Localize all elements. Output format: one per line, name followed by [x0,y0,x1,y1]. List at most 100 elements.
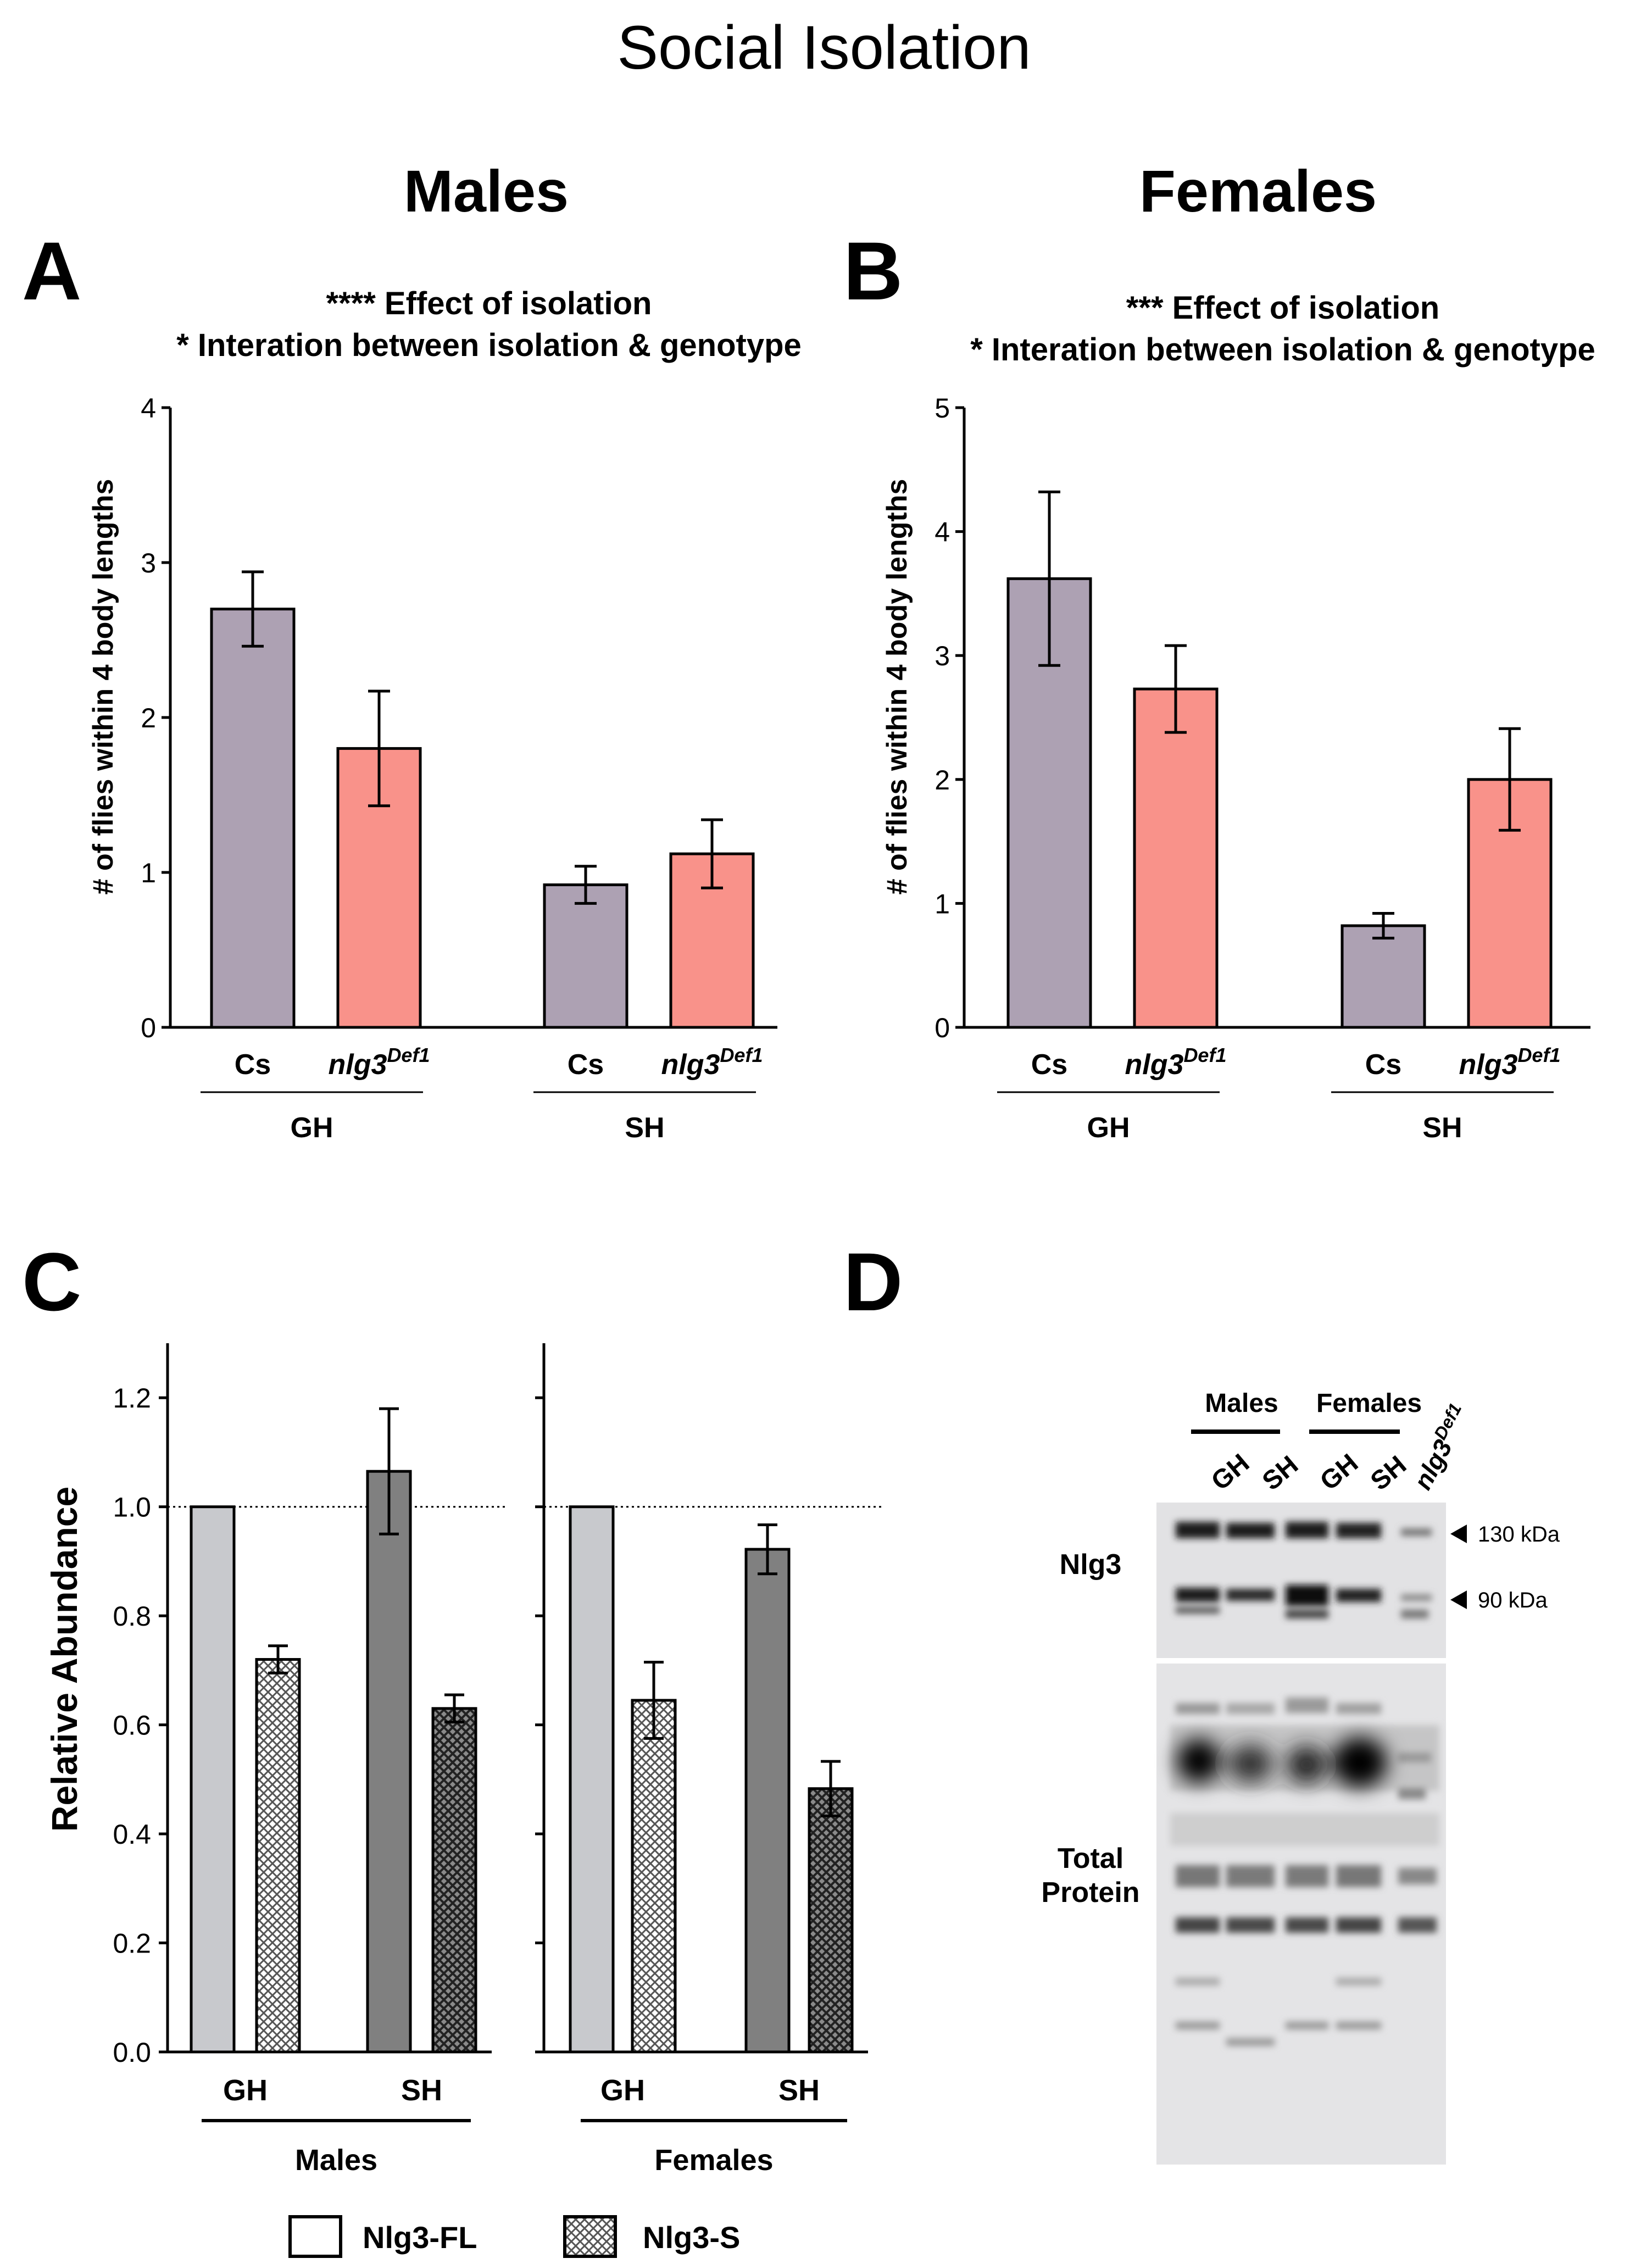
y-tick-label: 0.6 [113,1710,151,1741]
blot-lane-label-3: GH [1315,1449,1364,1497]
blot-row-label-total: Total [1058,1843,1123,1874]
x-tick-label-sup: Def1 [1183,1044,1226,1066]
y-tick-label: 0.4 [113,1819,151,1850]
bar-sh-nlg3 [669,852,755,1029]
bar-females-sh-nlg3-fl [744,1548,791,2054]
blot-row-label-nlg3: Nlg3 [1060,1549,1122,1581]
bar-gh-cs [210,608,296,1029]
bar-males-sh-nlg3-s [431,1707,477,2054]
x-tick-label: Cs [568,1049,604,1081]
x-tick-label-base: nlg3 [329,1049,387,1081]
x-tick-label: GH [600,2074,645,2107]
y-tick-label: 5 [935,393,950,424]
marker-arrow-90 [1450,1590,1467,1609]
x-tick-label-sup: Def1 [720,1044,763,1066]
x-tick-label: nlg3Def1 [661,1044,763,1081]
y-tick-label: 3 [141,548,156,578]
legend-label-nlg3-fl: Nlg3-FL [363,2220,477,2255]
blot-group-label-females: Females [1316,1389,1422,1418]
blot-group-label-males: Males [1205,1389,1278,1418]
panel-c: C Relative Abundance 0.0 0.2 0.4 0.6 0.8 1.0 1… [22,1236,882,2258]
x-tick-label: nlg3Def1 [329,1044,430,1081]
bar-gh-nlg3 [1133,687,1219,1029]
panel-b-annotation-1: *** Effect of isolation [1126,290,1439,326]
blot-lane-label-1: GH [1206,1449,1255,1497]
blot-lane-label-4: SH [1365,1450,1412,1496]
y-tick-label: 0 [141,1013,156,1043]
marker-arrow-130 [1450,1525,1467,1543]
chart-c-legend: Nlg3-FL Nlg3-S [288,2215,740,2258]
group-label: GH [291,1112,333,1144]
total-protein-blot-image [1156,1664,1446,2165]
bar-males-sh-nlg3-fl [366,1470,412,2054]
y-tick-label: 0.2 [113,1928,151,1959]
x-tick-label: SH [778,2074,820,2107]
x-tick-label: Cs [1365,1049,1401,1081]
y-tick-label: 4 [935,517,950,548]
x-tick-label: nlg3Def1 [1459,1044,1561,1081]
x-tick-label-base: Cs [1031,1049,1067,1081]
bar-males-gh-nlg3-fl [190,1505,236,2054]
x-tick-label-sup: Def1 [1517,1044,1560,1066]
y-tick-label: 4 [141,393,156,424]
nlg3-blot-image [1156,1503,1446,1658]
x-tick-label-base: Cs [568,1049,604,1081]
panel-letter-d: D [843,1236,903,1328]
group-label: GH [1087,1112,1130,1144]
y-tick-label: 0.0 [113,2037,151,2068]
figure-title: Social Isolation [617,13,1031,82]
blot-mutant-label-sup: Def1 [1430,1400,1465,1443]
bar-sh-nlg3 [1467,778,1553,1029]
blot-mutant-label-base: nlg3 [1408,1434,1458,1494]
x-tick-label-sup: Def1 [387,1044,430,1066]
x-tick-label: nlg3Def1 [1125,1044,1227,1081]
legend-swatch-nlg3-fl [288,2215,342,2258]
panel-letter-b: B [843,225,903,317]
panel-a: A Males **** Effect of isolation * Inter… [22,158,802,1144]
x-tick-label-base: Cs [1365,1049,1401,1081]
panel-c-y-label: Relative Abundance [44,1487,85,1832]
y-tick-label: 1 [935,888,950,919]
panel-b: B Females *** Effect of isolation * Inte… [843,158,1595,1144]
group-label: SH [1422,1112,1462,1144]
x-tick-label: Cs [1031,1049,1067,1081]
panel-b-y-label: # of flies within 4 body lengths [881,479,913,895]
bar-females-sh-nlg3-s [808,1787,854,2054]
y-tick-label: 2 [935,765,950,796]
panel-letter-a: A [22,225,81,317]
marker-label-130: 130 kDa [1478,1522,1560,1547]
x-tick-label: Cs [235,1049,271,1081]
bar-females-gh-nlg3-s [631,1699,677,2054]
panel-a-annotation-1: **** Effect of isolation [326,286,652,321]
panel-b-header: Females [1139,158,1377,224]
y-tick-label: 1.0 [113,1492,151,1523]
chart-c-plot: 0.0 0.2 0.4 0.6 0.8 1.0 1.2 GH SH Males GH SH Female… [113,1343,882,2177]
panel-b-annotation-2: * Interation between isolation & genotyp… [970,332,1595,368]
panel-letter-c: C [22,1236,81,1328]
x-tick-label-base: nlg3 [1459,1049,1518,1081]
panel-a-y-label: # of flies within 4 body lengths [87,479,119,895]
x-tick-label-base: nlg3 [661,1049,720,1081]
group-label: SH [625,1112,664,1144]
x-tick-label: GH [223,2074,268,2107]
bar-sh-cs [543,883,628,1029]
panel-a-header: Males [404,158,569,224]
bar-sh-cs [1340,924,1426,1029]
x-tick-label-base: Cs [235,1049,271,1081]
y-tick-label: 3 [935,641,950,671]
marker-label-90: 90 kDa [1478,1588,1548,1612]
y-tick-label: 0.8 [113,1601,151,1632]
x-tick-label: SH [401,2074,442,2107]
x-tick-label-base: nlg3 [1125,1049,1184,1081]
subpanel-label: Males [295,2144,377,2177]
y-tick-label: 1 [141,858,156,888]
y-tick-label: 2 [141,703,156,733]
blot-lane-label-2: SH [1257,1450,1304,1496]
y-tick-label: 0 [935,1013,950,1043]
legend-swatch-nlg3-s [563,2215,617,2258]
panel-d: D Males Females GH SH GH SH nlg3Def1 Nlg… [843,1236,1560,2165]
subpanel-label: Females [654,2144,773,2177]
